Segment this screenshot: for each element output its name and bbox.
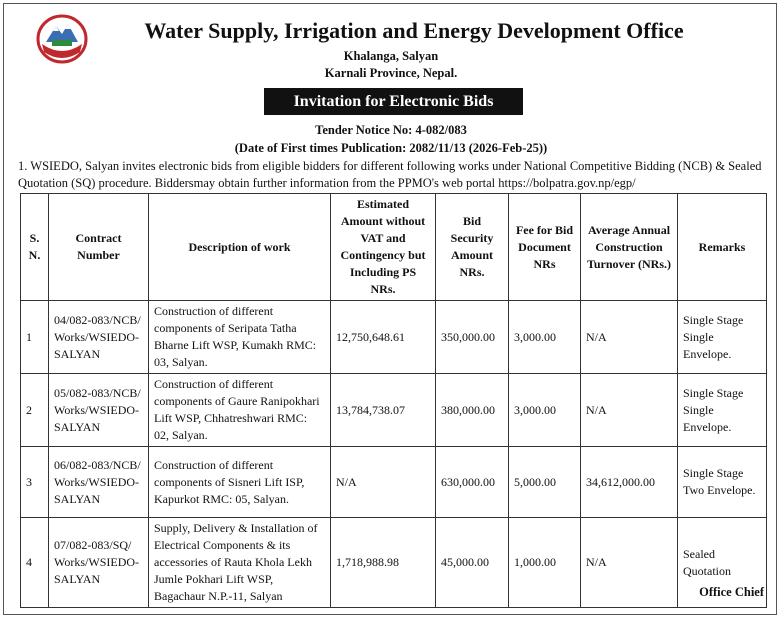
column-header: Average Annual Construction Turnover (NR… bbox=[580, 193, 678, 301]
table-body: 1 04/082-083/NCB/Works/WSIEDO-SALYAN Const… bbox=[20, 300, 767, 608]
table-cell: 3,000.00 bbox=[508, 373, 581, 447]
office-title: Water Supply, Irrigation and Energy Deve… bbox=[144, 18, 684, 43]
invitation-paragraph: 1. WSIEDO, Salyan invites electronic bid… bbox=[18, 159, 762, 190]
table-cell: N/A bbox=[580, 517, 678, 608]
header-row: S. N. Contract Number Description of work E… bbox=[20, 193, 767, 301]
table-cell: Construction of different components of … bbox=[148, 300, 331, 374]
table-cell: 1,718,988.98 bbox=[330, 517, 436, 608]
signature: Office Chief bbox=[699, 585, 764, 599]
table-cell: Single Stage Two Envelope. bbox=[677, 446, 767, 518]
table-cell: N/A bbox=[580, 300, 678, 374]
address-line: Karnali Province, Nepal. bbox=[324, 66, 458, 80]
address-line: Khalanga, Salyan bbox=[343, 49, 439, 63]
column-header: Estimated Amount without VAT and Conting… bbox=[330, 193, 436, 301]
table-cell: 2 bbox=[20, 373, 49, 447]
table-cell: 05/082-083/NCB/Works/WSIEDO-SALYAN bbox=[48, 373, 149, 447]
publication-date: (Date of First times Publication: 2082/1… bbox=[234, 141, 548, 155]
table-row: 4 07/082-083/SQ/Works/WSIEDO-SALYAN Supply… bbox=[20, 517, 767, 608]
table-cell: 3 bbox=[20, 446, 49, 518]
table-cell: Single Stage Single Envelope. bbox=[677, 373, 767, 447]
table-cell: Sealed Quotation bbox=[677, 517, 767, 608]
table-cell: 4 bbox=[20, 517, 49, 608]
table-cell: Single Stage Single Envelope. bbox=[677, 300, 767, 374]
column-header: Contract Number bbox=[48, 193, 149, 301]
column-header: Fee for Bid Document NRs bbox=[508, 193, 581, 301]
table-cell: 5,000.00 bbox=[508, 446, 581, 518]
table-cell: 12,750,648.61 bbox=[330, 300, 436, 374]
notice-title: Invitation for Electronic Bids bbox=[264, 88, 523, 115]
table-cell: N/A bbox=[330, 446, 436, 518]
table-cell: 1,000.00 bbox=[508, 517, 581, 608]
table-cell: N/A bbox=[580, 373, 678, 447]
column-header: Description of work bbox=[148, 193, 331, 301]
table-cell: 13,784,738.07 bbox=[330, 373, 436, 447]
table-cell: 380,000.00 bbox=[435, 373, 509, 447]
column-header: Bid Security Amount NRs. bbox=[435, 193, 509, 301]
table-cell: 45,000.00 bbox=[435, 517, 509, 608]
table-cell: 34,612,000.00 bbox=[580, 446, 678, 518]
table-cell: 630,000.00 bbox=[435, 446, 509, 518]
column-header: S. N. bbox=[20, 193, 49, 301]
table-cell: 07/082-083/SQ/Works/WSIEDO-SALYAN bbox=[48, 517, 149, 608]
table-cell: 06/082-083/NCB/Works/WSIEDO-SALYAN bbox=[48, 446, 149, 518]
page-border bbox=[3, 3, 777, 615]
table-cell: Supply, Delivery & Installation of Elect… bbox=[148, 517, 331, 608]
table-row: 1 04/082-083/NCB/Works/WSIEDO-SALYAN Const… bbox=[20, 300, 767, 374]
table-cell: Construction of different components of … bbox=[148, 373, 331, 447]
bids-table: S. N. Contract Number Description of work E… bbox=[20, 193, 767, 608]
emblem bbox=[36, 14, 88, 64]
table-cell: 1 bbox=[20, 300, 49, 374]
tender-number: Tender Notice No: 4-082/083 bbox=[315, 123, 467, 137]
table-row: 3 06/082-083/NCB/Works/WSIEDO-SALYAN Const… bbox=[20, 446, 767, 518]
table-cell: 04/082-083/NCB/Works/WSIEDO-SALYAN bbox=[48, 300, 149, 374]
table-cell: 3,000.00 bbox=[508, 300, 581, 374]
table-cell: Construction of different components of … bbox=[148, 446, 331, 518]
table-row: 2 05/082-083/NCB/Works/WSIEDO-SALYAN Const… bbox=[20, 373, 767, 447]
table-cell: 350,000.00 bbox=[435, 300, 509, 374]
column-header: Remarks bbox=[677, 193, 767, 301]
